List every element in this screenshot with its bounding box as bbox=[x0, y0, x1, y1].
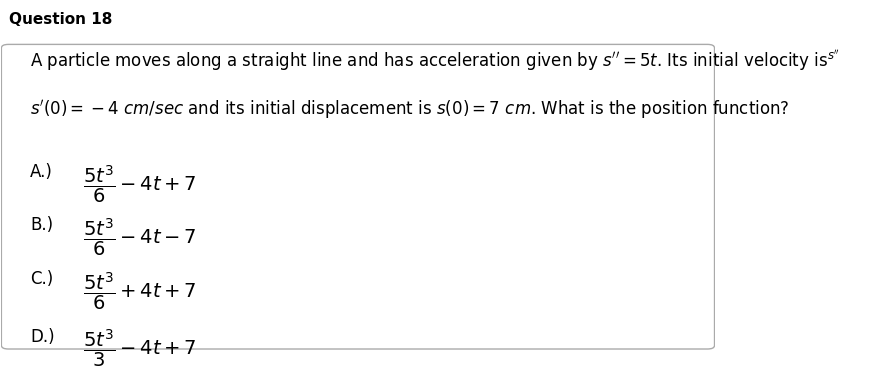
Text: $\dfrac{5t^3}{6} - 4t - 7$: $\dfrac{5t^3}{6} - 4t - 7$ bbox=[83, 216, 197, 258]
Text: A.): A.) bbox=[30, 162, 52, 181]
Text: C.): C.) bbox=[30, 270, 53, 288]
Text: $\dfrac{5t^3}{6} + 4t + 7$: $\dfrac{5t^3}{6} + 4t + 7$ bbox=[83, 270, 197, 312]
Text: B.): B.) bbox=[30, 216, 53, 234]
Text: D.): D.) bbox=[30, 328, 54, 345]
Text: Question 18: Question 18 bbox=[9, 12, 112, 27]
Text: $\dfrac{5t^3}{6} - 4t + 7$: $\dfrac{5t^3}{6} - 4t + 7$ bbox=[83, 162, 197, 205]
Text: $s'(0) = -4\ cm/sec$ and its initial displacement is $s(0) = 7\ cm$. What is the: $s'(0) = -4\ cm/sec$ and its initial dis… bbox=[30, 98, 789, 121]
FancyBboxPatch shape bbox=[2, 44, 715, 349]
Text: A particle moves along a straight line and has acceleration given by $s'' = 5t$.: A particle moves along a straight line a… bbox=[30, 48, 840, 73]
Text: $\dfrac{5t^3}{3} - 4t + 7$: $\dfrac{5t^3}{3} - 4t + 7$ bbox=[83, 328, 197, 369]
